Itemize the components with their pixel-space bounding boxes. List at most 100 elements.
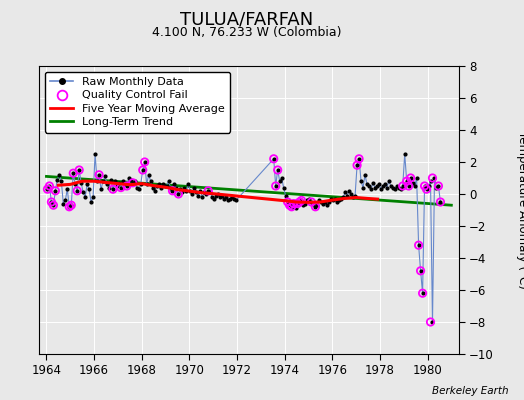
Point (200, 189, 209, 196)
Point (138, 167, 147, 173)
Point (397, 186, 405, 192)
Point (75, 167, 83, 173)
Point (375, 181, 383, 188)
Point (51, 188, 60, 194)
Point (67, 202, 75, 208)
Point (168, 188, 177, 194)
Point (228, 194, 236, 200)
Point (321, 199, 330, 205)
Point (115, 180, 123, 186)
Point (47, 199, 56, 205)
Point (190, 184, 199, 191)
Point (283, 199, 292, 205)
Point (73, 188, 81, 194)
Point (95, 172, 103, 178)
Point (45, 183, 53, 189)
Point (137, 181, 145, 188)
Point (125, 175, 133, 181)
Point (156, 184, 165, 191)
Point (65, 204, 73, 210)
Point (427, 319, 435, 325)
Point (49, 202, 58, 208)
Point (417, 268, 425, 274)
Point (407, 175, 415, 181)
Point (103, 181, 111, 188)
Point (323, 202, 332, 208)
Point (405, 183, 413, 189)
Point (287, 204, 296, 210)
Point (307, 199, 315, 205)
Point (337, 196, 345, 202)
Point (427, 178, 435, 184)
Point (371, 184, 379, 191)
Point (349, 194, 357, 200)
Point (208, 194, 216, 200)
Point (216, 194, 224, 200)
Point (383, 184, 391, 191)
Point (430, 175, 439, 181)
Point (43, 186, 52, 192)
Point (329, 197, 337, 204)
Point (222, 194, 230, 200)
Point (424, 183, 433, 189)
Point (287, 204, 296, 210)
Point (347, 191, 355, 197)
Point (271, 183, 280, 189)
Point (109, 186, 117, 192)
Point (113, 183, 121, 189)
Point (402, 178, 411, 184)
Point (269, 156, 278, 162)
Point (420, 183, 429, 189)
Point (311, 204, 320, 210)
Point (63, 186, 71, 192)
Point (422, 186, 431, 192)
Point (412, 175, 421, 181)
Point (297, 197, 305, 204)
Point (428, 319, 436, 325)
Point (55, 172, 63, 178)
Point (286, 202, 294, 208)
Point (57, 178, 66, 184)
Point (343, 192, 352, 199)
Point (369, 180, 377, 186)
Point (194, 192, 202, 199)
Point (230, 196, 238, 202)
Point (307, 199, 315, 205)
Point (51, 188, 60, 194)
Point (359, 184, 367, 191)
Point (152, 183, 161, 189)
Point (138, 167, 147, 173)
Point (434, 183, 443, 189)
Point (390, 186, 399, 192)
Point (303, 197, 312, 204)
Point (410, 183, 419, 189)
Point (43, 186, 52, 192)
Point (327, 196, 335, 202)
Point (315, 197, 323, 204)
Text: Berkeley Earth: Berkeley Earth (432, 386, 508, 396)
Point (49, 202, 58, 208)
Point (91, 151, 99, 157)
Point (313, 202, 322, 208)
Point (123, 183, 131, 189)
Point (434, 183, 443, 189)
Point (133, 184, 141, 191)
Point (117, 184, 125, 191)
Point (402, 178, 411, 184)
Point (278, 175, 286, 181)
Point (351, 192, 359, 199)
Point (143, 181, 151, 188)
Point (130, 178, 139, 184)
Point (118, 178, 127, 184)
Point (283, 199, 292, 205)
Point (192, 189, 201, 196)
Point (224, 197, 232, 204)
Point (218, 192, 226, 199)
Point (418, 290, 427, 296)
Point (71, 181, 80, 188)
Point (293, 200, 302, 207)
Point (170, 181, 179, 188)
Text: 4.100 N, 76.233 W (Colombia): 4.100 N, 76.233 W (Colombia) (151, 26, 341, 39)
Point (311, 204, 320, 210)
Point (379, 183, 387, 189)
